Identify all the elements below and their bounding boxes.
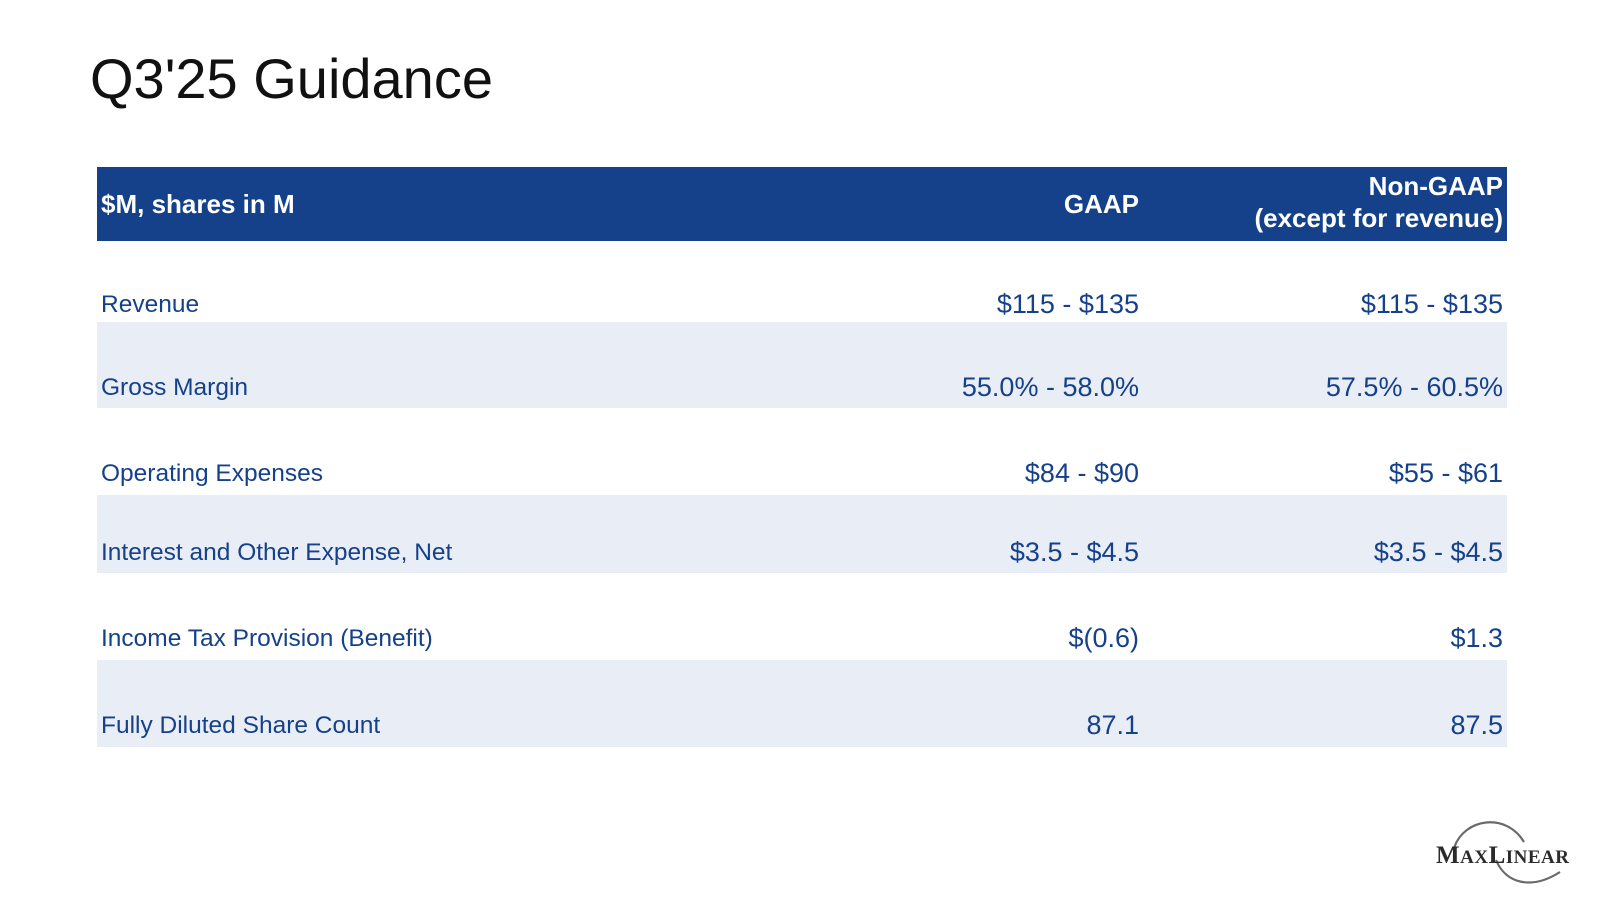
- header-nongaap-line2: (except for revenue): [1254, 203, 1503, 233]
- row-label-operating-expenses: Operating Expenses: [101, 460, 323, 487]
- row-label-revenue: Revenue: [101, 291, 200, 318]
- header-nongaap: Non-GAAP (except for revenue): [1254, 170, 1503, 234]
- row-gaap-operating-expenses: $84 - $90: [1024, 458, 1139, 488]
- row-label-share-count: Fully Diluted Share Count: [101, 712, 381, 739]
- row-nongaap-share-count: 87.5: [1450, 710, 1503, 740]
- header-label: $M, shares in M: [101, 189, 295, 219]
- logo-letter-m: M: [1436, 842, 1461, 869]
- row-nongaap-operating-expenses: $55 - $61: [1388, 458, 1503, 488]
- maxlinear-logo: MAXLINEAR: [1436, 820, 1584, 888]
- row-nongaap-interest: $3.5 - $4.5: [1373, 537, 1503, 567]
- table-row: Operating Expenses $84 - $90 $55 - $61: [97, 408, 1507, 495]
- table-row: Revenue $115 - $135 $115 - $135: [97, 241, 1507, 321]
- row-label-income-tax: Income Tax Provision (Benefit): [101, 625, 433, 652]
- row-nongaap-gross-margin: 57.5% - 60.5%: [1325, 372, 1503, 402]
- header-gaap: GAAP: [1063, 189, 1139, 219]
- header-nongaap-line1: Non-GAAP: [1368, 171, 1503, 201]
- row-gaap-interest: $3.5 - $4.5: [1009, 537, 1139, 567]
- row-label-gross-margin: Gross Margin: [101, 374, 249, 401]
- row-gaap-gross-margin: 55.0% - 58.0%: [961, 372, 1139, 402]
- row-gaap-income-tax: $(0.6): [1068, 623, 1139, 653]
- row-nongaap-revenue: $115 - $135: [1360, 289, 1503, 319]
- logo-letters-inear: INEAR: [1505, 847, 1570, 868]
- page-title: Q3'25 Guidance: [90, 47, 493, 110]
- table-row: Fully Diluted Share Count 87.1 87.5: [97, 660, 1507, 747]
- row-gaap-share-count: 87.1: [1086, 710, 1139, 740]
- logo-letter-l: L: [1488, 842, 1506, 869]
- guidance-table: $M, shares in M GAAP Non-GAAP (except fo…: [97, 167, 1507, 747]
- row-gaap-revenue: $115 - $135: [996, 289, 1139, 319]
- logo-arc-icon: [1452, 821, 1561, 884]
- table-row: Income Tax Provision (Benefit) $(0.6) $1…: [97, 573, 1507, 660]
- row-label-interest: Interest and Other Expense, Net: [101, 539, 453, 566]
- logo-wordmark: MAXLINEAR: [1436, 842, 1569, 870]
- table-header: $M, shares in M GAAP Non-GAAP (except fo…: [97, 167, 1507, 241]
- table-row: Interest and Other Expense, Net $3.5 - $…: [97, 495, 1507, 573]
- row-nongaap-income-tax: $1.3: [1450, 623, 1503, 653]
- logo-letters-ax: AX: [1460, 847, 1489, 868]
- table-row: Gross Margin 55.0% - 58.0% 57.5% - 60.5%: [97, 322, 1507, 408]
